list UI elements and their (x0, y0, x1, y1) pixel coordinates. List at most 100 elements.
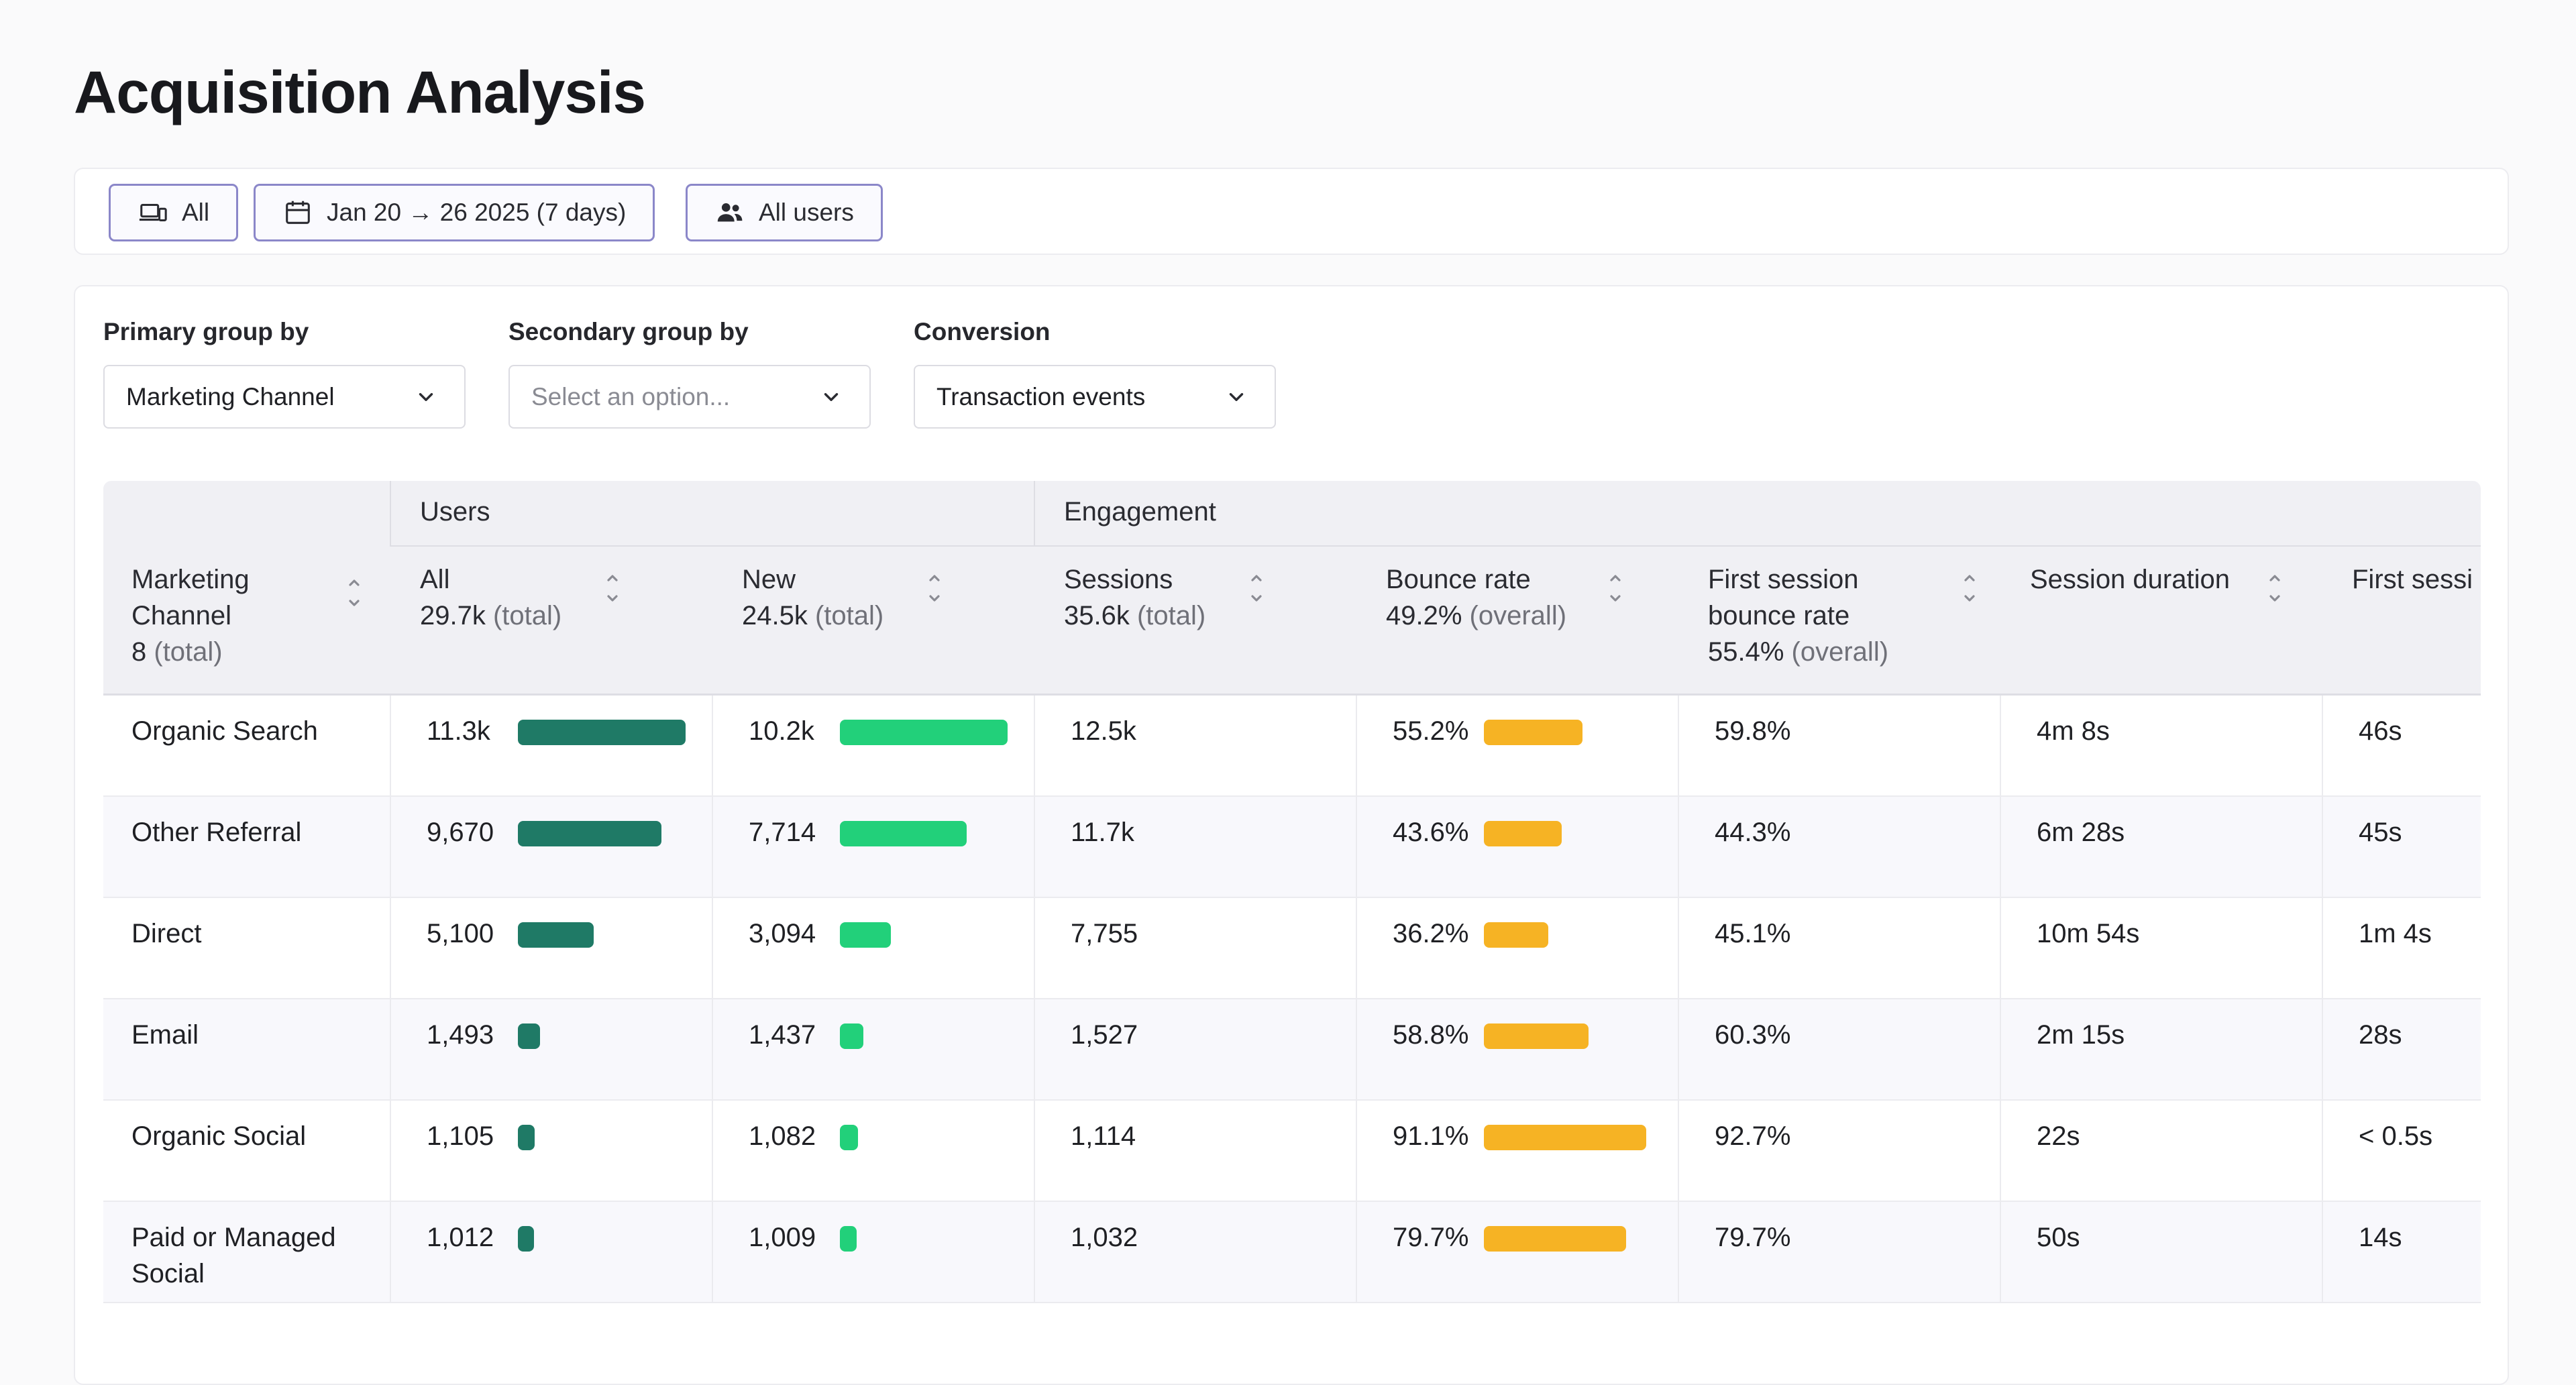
column-divider (2000, 797, 2001, 898)
column-divider (1356, 696, 1357, 797)
sessions-value: 1,527 (1071, 1020, 1138, 1050)
sort-icon (1610, 575, 1621, 602)
sort-duration-button[interactable] (2267, 568, 2283, 608)
users-all-bar (518, 1226, 534, 1252)
conversion-select[interactable]: Transaction events (914, 365, 1276, 429)
users-new-value: 1,082 (749, 1121, 816, 1151)
col-new-total-suffix: (total) (814, 601, 884, 630)
bounce-rate-bar (1484, 1125, 1646, 1150)
column-divider (390, 999, 391, 1101)
col-sessions-label: Sessions (1064, 565, 1173, 594)
table-row[interactable]: Other Referral 9,670 7,714 11.7k 43.6% 44.3% 6… (103, 797, 2481, 898)
group-divider-horizontal (390, 545, 2481, 547)
device-filter-button[interactable]: All (109, 184, 239, 241)
col-header-bounce[interactable]: Bounce rate 49.2% (overall) (1386, 561, 1566, 634)
primary-group-select[interactable]: Marketing Channel (103, 365, 466, 429)
col-channel-total: 8 (131, 637, 147, 667)
bounce-rate-bar (1484, 1226, 1626, 1252)
col-header-new[interactable]: New 24.5k (total) (742, 561, 883, 634)
channel-name: Email (131, 1020, 199, 1050)
column-divider (1356, 797, 1357, 898)
device-filter-label: All (182, 199, 210, 226)
users-all-value: 11.3k (427, 716, 490, 746)
column-divider (2322, 696, 2323, 797)
column-divider (2322, 797, 2323, 898)
column-divider (1678, 898, 1679, 999)
table-row[interactable]: Organic Search 11.3k 10.2k 12.5k 55.2% 59.8% 4… (103, 696, 2481, 797)
col-sessions-total: 35.6k (1064, 601, 1130, 630)
channel-name: Organic Search (131, 716, 318, 746)
column-divider (712, 898, 713, 999)
column-divider (2322, 1202, 2323, 1303)
col-header-channel[interactable]: Marketing Channel 8 (total) (131, 561, 250, 670)
session-duration-value: 6m 28s (2037, 818, 2125, 847)
users-all-value: 1,105 (427, 1121, 494, 1151)
users-new-bar (840, 922, 891, 948)
date-range-label: Jan 20 → 26 2025 (7 days) (327, 199, 627, 226)
session-duration-value: 2m 15s (2037, 1020, 2125, 1050)
sort-all-button[interactable] (604, 568, 621, 608)
column-divider (1034, 898, 1035, 999)
primary-group-label: Primary group by (103, 318, 309, 345)
column-divider (1034, 999, 1035, 1101)
bounce-rate-value: 58.8% (1393, 1020, 1469, 1050)
table-row[interactable]: Paid or Managed Social 1,012 1,009 1,032 79.7… (103, 1202, 2481, 1303)
table-row[interactable]: Direct 5,100 3,094 7,755 36.2% 45.1% 10m 54s 1m… (103, 898, 2481, 999)
bounce-rate-bar (1484, 922, 1548, 948)
bounce-rate-value: 36.2% (1393, 919, 1469, 948)
bounce-rate-value: 43.6% (1393, 818, 1469, 847)
sort-icon (607, 575, 618, 602)
conversion-value: Transaction events (936, 382, 1146, 410)
column-divider (712, 1101, 713, 1202)
secondary-group-placeholder: Select an option... (531, 382, 731, 410)
first-session-bounce-value: 59.8% (1715, 716, 1791, 746)
chevron-down-icon (824, 392, 839, 401)
col-channel-line2: Channel (131, 601, 232, 630)
first-session-duration-value: < 0.5s (2359, 1121, 2433, 1151)
col-all-label: All (420, 565, 450, 594)
analysis-card: Primary group by Marketing Channel Secon… (74, 285, 2509, 1385)
col-header-sessions[interactable]: Sessions 35.6k (total) (1064, 561, 1205, 634)
first-session-bounce-value: 92.7% (1715, 1121, 1791, 1151)
sort-new-button[interactable] (926, 568, 943, 608)
col-all-total: 29.7k (420, 601, 486, 630)
users-new-value: 1,009 (749, 1223, 816, 1252)
table-row[interactable]: Organic Social 1,105 1,082 1,114 91.1% 92.7% 2… (103, 1101, 2481, 1202)
col-header-all[interactable]: All 29.7k (total) (420, 561, 561, 634)
bounce-rate-bar (1484, 720, 1582, 745)
sort-icon (929, 575, 940, 602)
sessions-value: 1,032 (1071, 1223, 1138, 1252)
acquisition-table: Users Engagement Marketing Channel 8 (to… (103, 481, 2481, 1384)
users-new-value: 3,094 (749, 919, 816, 948)
sort-bounce-button[interactable] (1607, 568, 1623, 608)
col-fs-bounce-line1: First session (1708, 565, 1859, 594)
users-new-bar (840, 821, 967, 846)
users-new-bar (840, 1226, 857, 1252)
col-fs-duration-label: First sessi (2352, 565, 2473, 594)
sort-channel-button[interactable] (346, 573, 362, 613)
channel-name: Direct (131, 919, 202, 948)
users-all-value: 5,100 (427, 919, 494, 948)
sessions-value: 11.7k (1071, 818, 1134, 847)
sort-icon (1251, 575, 1262, 602)
primary-group-value: Marketing Channel (126, 382, 335, 410)
date-range-button[interactable]: Jan 20 → 26 2025 (7 days) (254, 184, 655, 241)
col-header-fs-bounce[interactable]: First session bounce rate 55.4% (overall… (1708, 561, 1888, 670)
sort-icon (2269, 575, 2280, 602)
bounce-rate-value: 91.1% (1393, 1121, 1469, 1151)
bounce-rate-value: 79.7% (1393, 1223, 1469, 1252)
users-all-bar (518, 821, 661, 846)
table-row[interactable]: Email 1,493 1,437 1,527 58.8% 60.3% 2m 15s 28s (103, 999, 2481, 1101)
col-header-duration[interactable]: Session duration (2030, 561, 2230, 598)
sort-fs-bounce-button[interactable] (1962, 568, 1978, 608)
col-duration-label: Session duration (2030, 565, 2230, 594)
column-divider (712, 696, 713, 797)
column-divider (1034, 1202, 1035, 1303)
sort-sessions-button[interactable] (1248, 568, 1265, 608)
group-users-label: Users (420, 497, 490, 527)
audience-filter-button[interactable]: All users (686, 184, 883, 241)
secondary-group-select[interactable]: Select an option... (508, 365, 871, 429)
col-header-fs-duration[interactable]: First sessi (2352, 561, 2473, 598)
column-divider (1356, 1202, 1357, 1303)
